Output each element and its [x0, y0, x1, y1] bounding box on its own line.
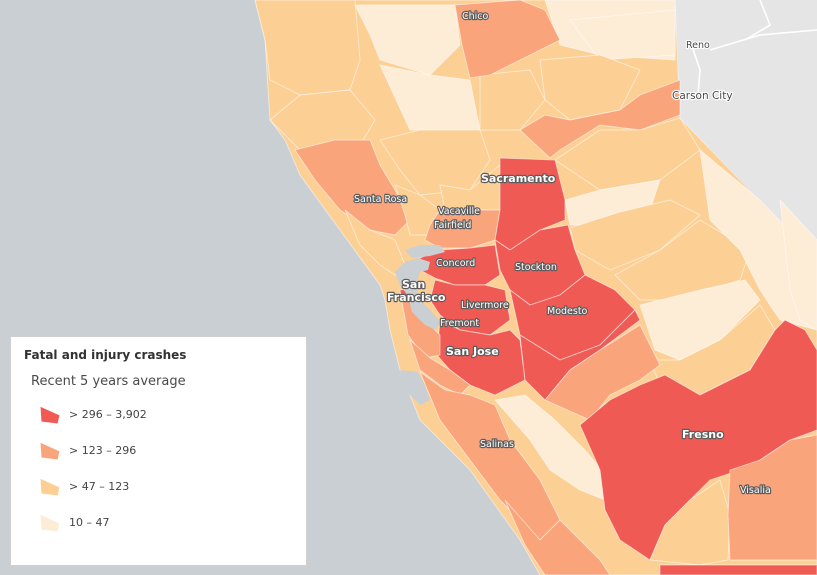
legend-row-1: > 296 – 3,902 — [39, 403, 147, 425]
legend-subtitle: Recent 5 years average — [31, 374, 186, 389]
county-contra-costa — [419, 244, 501, 286]
county-inyo — [779, 198, 817, 331]
label-fairfield: Fairfield — [434, 220, 471, 231]
county-butte — [454, 0, 561, 79]
county-fresno — [579, 319, 817, 561]
legend-label-3: > 47 – 123 — [69, 479, 130, 493]
county-alameda — [429, 279, 511, 336]
county-tulare — [727, 434, 817, 561]
county-san-luis-obispo — [504, 499, 611, 575]
legend-label-2: > 123 – 296 — [69, 443, 137, 457]
county-kings — [649, 479, 731, 566]
label-vacaville: Vacaville — [438, 206, 480, 217]
label-san: San — [402, 278, 425, 291]
county-pale-north-2 — [379, 64, 481, 131]
legend-label-4: 10 – 47 — [69, 515, 110, 529]
county-mariposa — [639, 279, 761, 361]
label-francisco: Francisco — [387, 291, 446, 304]
label-carson-city: Carson City — [672, 90, 733, 102]
label-sacramento: Sacramento — [481, 172, 556, 185]
nevada-land — [675, 0, 817, 260]
label-fresno: Fresno — [682, 428, 724, 441]
label-visalia: Visalia — [740, 485, 771, 496]
legend-row-3: > 47 – 123 — [39, 475, 129, 497]
label-santa-rosa: Santa Rosa — [354, 194, 407, 205]
county-pale-north-4 — [569, 9, 676, 61]
monterey-bay — [400, 370, 430, 405]
san-francisco-bay — [395, 258, 440, 330]
label-fremont: Fremont — [440, 318, 479, 329]
county-santa-cruz — [409, 338, 471, 396]
county-placer — [519, 79, 681, 159]
map-legend: Fatal and injury crashes Recent 5 years … — [10, 336, 307, 566]
legend-swatch-3 — [39, 477, 61, 497]
county-monterey — [418, 370, 561, 541]
nevada-roads — [689, 0, 817, 96]
county-kern — [659, 564, 817, 575]
legend-row-2: > 123 – 296 — [39, 439, 136, 461]
label-reno: Reno — [686, 40, 710, 51]
label-salinas: Salinas — [480, 439, 514, 450]
label-san-jose: San Jose — [446, 345, 499, 358]
label-concord: Concord — [436, 258, 475, 269]
county-merced — [519, 309, 641, 401]
legend-swatch-2 — [39, 441, 61, 461]
county-mono — [699, 148, 817, 331]
label-livermore: Livermore — [461, 300, 509, 311]
legend-title: Fatal and injury crashes — [24, 348, 187, 362]
label-chico: Chico — [462, 11, 489, 22]
county-tuolumne — [614, 219, 751, 301]
county-calaveras — [569, 199, 701, 271]
legend-swatch-1 — [39, 405, 61, 425]
legend-row-4: 10 – 47 — [39, 511, 110, 533]
label-stockton: Stockton — [515, 262, 557, 273]
san-pablo-bay — [405, 245, 445, 258]
county-light-north-5 — [379, 129, 491, 196]
county-light-north-3 — [479, 69, 546, 131]
label-modesto: Modesto — [547, 306, 588, 317]
legend-swatch-4 — [39, 513, 61, 533]
county-light-north-1 — [254, 0, 361, 96]
legend-label-1: > 296 – 3,902 — [69, 407, 147, 421]
